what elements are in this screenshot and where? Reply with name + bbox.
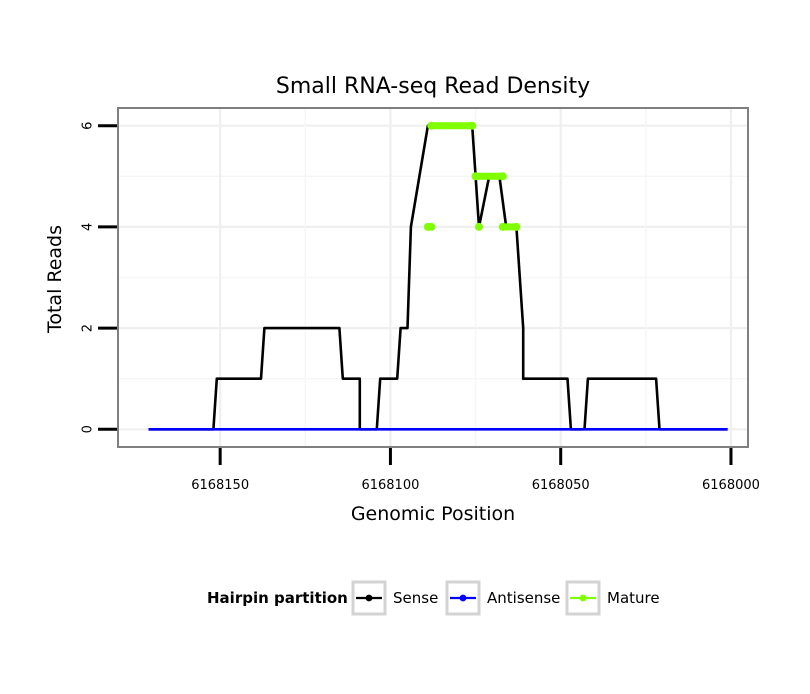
- legend-title: Hairpin partition: [207, 589, 348, 607]
- legend-key-point: [365, 594, 373, 602]
- y-tick-label: 6: [81, 122, 96, 130]
- legend-label-mature: Mature: [607, 589, 660, 607]
- x-axis-label: Genomic Position: [351, 503, 515, 525]
- y-tick-label: 0: [81, 425, 96, 433]
- legend-entry-mature: Mature: [565, 580, 660, 616]
- chart-title: Small RNA-seq Read Density: [276, 74, 590, 99]
- legend-entry-antisense: Antisense: [445, 580, 560, 616]
- series-mature-point: [512, 222, 521, 231]
- series-mature-point: [498, 172, 507, 181]
- series-mature-point: [498, 222, 507, 231]
- y-axis-label: Total Reads: [44, 225, 66, 334]
- x-tick-label: 6168050: [532, 478, 590, 493]
- legend-label-sense: Sense: [393, 589, 438, 607]
- series-mature-point: [427, 222, 436, 231]
- series-mature-point: [474, 222, 483, 231]
- legend-key-point: [459, 594, 467, 602]
- series-mature: [423, 121, 521, 231]
- y-tick-label: 2: [81, 324, 96, 332]
- series-mature-point: [471, 172, 480, 181]
- panel-border: [117, 107, 749, 448]
- series-layer: [148, 121, 728, 431]
- legend: Hairpin partition Sense Antisense Mature: [207, 580, 660, 616]
- x-axis: 6168150 6168100 6168050 6168000: [191, 448, 760, 493]
- legend-entry-sense: Sense: [351, 580, 438, 616]
- x-tick-label: 6168150: [191, 478, 249, 493]
- x-tick-label: 6168100: [361, 478, 419, 493]
- x-tick-label: 6168000: [702, 478, 760, 493]
- legend-label-antisense: Antisense: [487, 589, 560, 607]
- y-tick-label: 4: [81, 223, 96, 231]
- y-axis: 0 2 4 6: [81, 122, 117, 433]
- series-mature-point: [468, 121, 477, 130]
- legend-key-point: [579, 594, 587, 602]
- series-mature-point: [427, 121, 436, 130]
- plot-panel: [117, 107, 749, 448]
